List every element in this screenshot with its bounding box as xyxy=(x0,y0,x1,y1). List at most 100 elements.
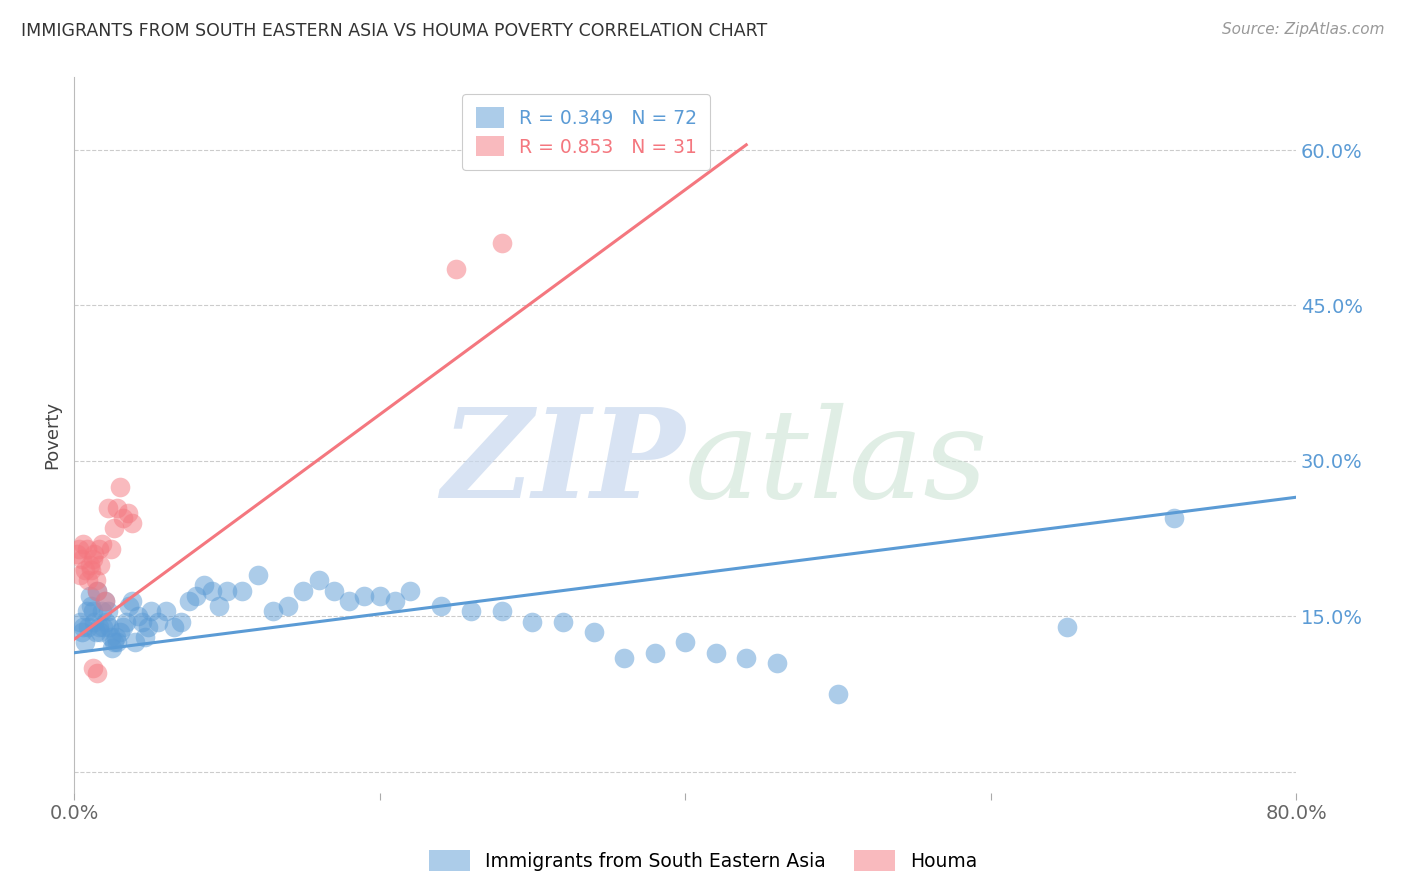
Point xyxy=(72,537,94,551)
Point xyxy=(139,604,162,618)
Point xyxy=(103,635,125,649)
Point xyxy=(79,558,101,572)
Point xyxy=(101,640,124,655)
Point xyxy=(90,537,112,551)
Point xyxy=(94,594,117,608)
Point xyxy=(384,594,406,608)
Point xyxy=(108,625,131,640)
Point xyxy=(89,558,111,572)
Point xyxy=(460,604,482,618)
Point xyxy=(127,609,149,624)
Text: Source: ZipAtlas.com: Source: ZipAtlas.com xyxy=(1222,22,1385,37)
Point xyxy=(1056,620,1078,634)
Point xyxy=(208,599,231,613)
Point xyxy=(104,630,127,644)
Point xyxy=(673,635,696,649)
Point xyxy=(108,480,131,494)
Point xyxy=(82,552,104,566)
Point xyxy=(491,604,513,618)
Point xyxy=(84,573,107,587)
Point xyxy=(170,615,193,629)
Point xyxy=(105,635,128,649)
Point xyxy=(201,583,224,598)
Point xyxy=(121,594,143,608)
Point xyxy=(86,666,108,681)
Point xyxy=(704,646,727,660)
Point xyxy=(582,625,605,640)
Point xyxy=(87,542,110,557)
Text: atlas: atlas xyxy=(685,403,988,524)
Legend: R = 0.349   N = 72, R = 0.853   N = 31: R = 0.349 N = 72, R = 0.853 N = 31 xyxy=(463,94,710,169)
Point xyxy=(215,583,238,598)
Point xyxy=(87,620,110,634)
Point xyxy=(1163,511,1185,525)
Point xyxy=(77,620,100,634)
Point xyxy=(118,599,141,613)
Point xyxy=(444,262,467,277)
Point xyxy=(69,568,91,582)
Y-axis label: Poverty: Poverty xyxy=(44,401,60,469)
Point xyxy=(70,552,93,566)
Point xyxy=(124,635,146,649)
Point xyxy=(136,620,159,634)
Point xyxy=(522,137,544,152)
Point xyxy=(100,542,122,557)
Legend: Immigrants from South Eastern Asia, Houma: Immigrants from South Eastern Asia, Houm… xyxy=(422,843,984,878)
Point xyxy=(399,583,422,598)
Point xyxy=(76,542,98,557)
Point xyxy=(112,511,135,525)
Point xyxy=(430,599,453,613)
Point xyxy=(91,620,114,634)
Point xyxy=(79,589,101,603)
Point xyxy=(86,583,108,598)
Point xyxy=(66,547,89,561)
Point xyxy=(231,583,253,598)
Point xyxy=(155,604,177,618)
Point xyxy=(112,620,135,634)
Point xyxy=(115,615,138,629)
Point xyxy=(337,594,360,608)
Point xyxy=(82,604,104,618)
Point xyxy=(134,630,156,644)
Point xyxy=(72,620,94,634)
Point xyxy=(644,646,666,660)
Point xyxy=(90,604,112,618)
Point xyxy=(735,651,758,665)
Point xyxy=(84,625,107,640)
Point xyxy=(162,620,184,634)
Point xyxy=(353,589,375,603)
Point xyxy=(80,563,103,577)
Point xyxy=(98,620,121,634)
Point xyxy=(323,583,346,598)
Point xyxy=(765,656,787,670)
Point xyxy=(186,589,208,603)
Point xyxy=(131,615,153,629)
Point xyxy=(94,594,117,608)
Point xyxy=(69,615,91,629)
Point xyxy=(80,599,103,613)
Point xyxy=(83,615,105,629)
Point xyxy=(522,615,544,629)
Point xyxy=(83,547,105,561)
Point xyxy=(827,687,849,701)
Point xyxy=(262,604,284,618)
Point xyxy=(105,500,128,515)
Point xyxy=(277,599,299,613)
Point xyxy=(97,500,120,515)
Point xyxy=(613,651,636,665)
Point xyxy=(117,506,139,520)
Point xyxy=(67,542,90,557)
Point xyxy=(97,604,120,618)
Point xyxy=(70,625,93,640)
Point xyxy=(82,661,104,675)
Point xyxy=(491,236,513,251)
Point xyxy=(292,583,315,598)
Point xyxy=(76,604,98,618)
Point xyxy=(96,615,118,629)
Point xyxy=(86,583,108,598)
Point xyxy=(89,625,111,640)
Point xyxy=(177,594,200,608)
Point xyxy=(100,630,122,644)
Point xyxy=(73,635,96,649)
Point xyxy=(368,589,391,603)
